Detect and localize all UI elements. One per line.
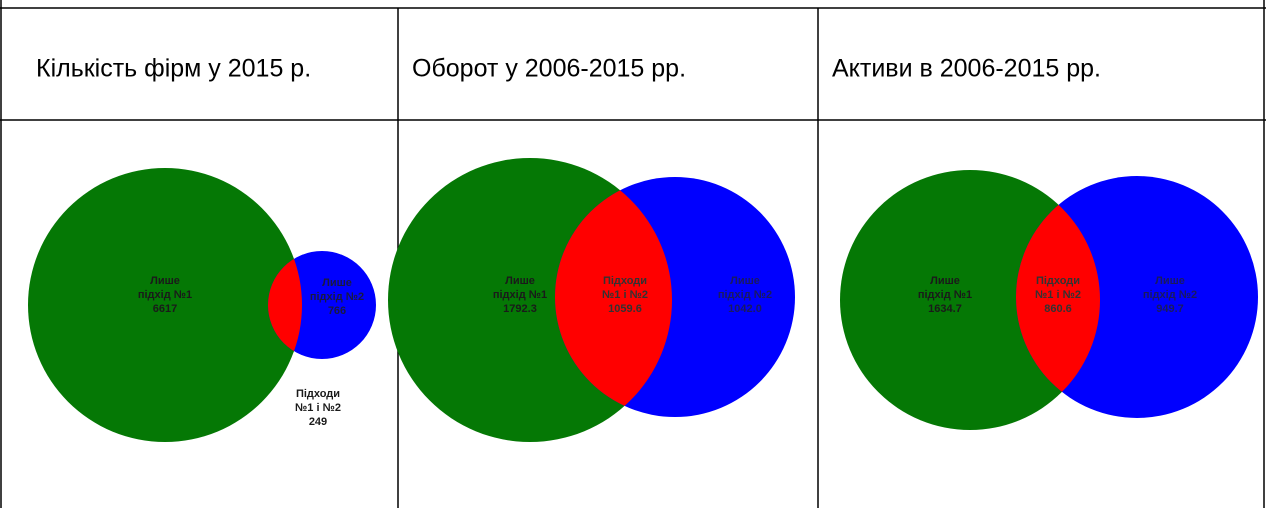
region-label: 1042.0 <box>728 303 762 315</box>
region-label: Лише <box>1155 275 1185 287</box>
region-label: 1059.6 <box>608 303 642 315</box>
region-label: підхід №1 <box>493 289 547 301</box>
region-label: підхід №2 <box>310 291 364 303</box>
region-label: підхід №2 <box>1143 289 1197 301</box>
region-label: 860.6 <box>1044 303 1072 315</box>
region-label: підхід №1 <box>918 289 972 301</box>
venn-3 <box>840 170 1258 430</box>
region-label: №1 і №2 <box>295 402 341 414</box>
region-label: Підходи <box>603 275 647 287</box>
header-cell: Активи в 2006-2015 рр. <box>832 55 1101 83</box>
region-label: 6617 <box>153 303 177 315</box>
region-label: 766 <box>328 305 346 317</box>
region-label: 949.7 <box>1156 303 1184 315</box>
region-label: Підходи <box>296 388 340 400</box>
venn-1 <box>28 168 376 442</box>
region-label: підхід №1 <box>138 289 192 301</box>
venn-2 <box>388 158 795 442</box>
region-label: Підходи <box>1036 275 1080 287</box>
region-label: підхід №2 <box>718 289 772 301</box>
region-label: 249 <box>309 416 327 428</box>
circle-1 <box>28 168 302 442</box>
intersection <box>555 177 672 417</box>
region-label: Лише <box>322 277 352 289</box>
region-label: Лише <box>730 275 760 287</box>
region-label: №1 і №2 <box>1035 289 1081 301</box>
region-label: Лише <box>505 275 535 287</box>
region-label: 1792.3 <box>503 303 537 315</box>
intersection <box>268 251 302 359</box>
region-label: Лише <box>150 275 180 287</box>
header-cell: Оборот у 2006-2015 рр. <box>412 55 686 83</box>
header-cell: Кількість фірм у 2015 р. <box>36 55 311 83</box>
region-label: 1634.7 <box>928 303 962 315</box>
intersection <box>1016 176 1100 418</box>
region-label: Лише <box>930 275 960 287</box>
region-label: №1 і №2 <box>602 289 648 301</box>
